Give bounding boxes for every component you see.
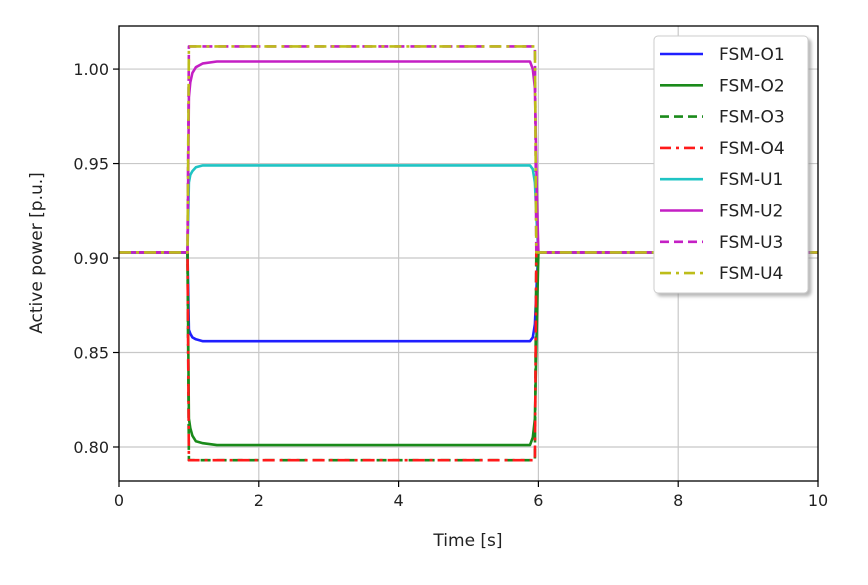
- y-tick-label: 0.95: [73, 155, 109, 174]
- x-tick-label: 10: [808, 491, 828, 510]
- x-tick-label: 4: [394, 491, 404, 510]
- legend-label: FSM-O4: [719, 139, 785, 159]
- legend-label: FSM-U3: [719, 233, 783, 253]
- ticks: 0 2 4 6 8 10 0.80 0.85 0.90 0.95 1.00: [73, 60, 828, 510]
- x-tick-label: 6: [533, 491, 543, 510]
- y-tick-label: 1.00: [73, 60, 109, 79]
- plot-frame: [118, 25, 819, 482]
- y-tick-label: 0.90: [73, 249, 109, 268]
- series-line-fsm-u4: [119, 45, 818, 254]
- legend-box: [653, 35, 809, 294]
- y-tick-label: 0.80: [73, 438, 109, 457]
- x-tick-label: 8: [673, 491, 683, 510]
- legend-label: FSM-U4: [719, 264, 783, 284]
- legend-label: FSM-U1: [719, 170, 783, 190]
- legend-label: FSM-O3: [719, 108, 785, 128]
- y-tick-label: 0.85: [73, 344, 109, 363]
- legend-label: FSM-O1: [719, 45, 785, 65]
- legend-label: FSM-U2: [719, 202, 783, 222]
- y-axis-label: Active power [p.u.]: [27, 172, 47, 334]
- x-axis-label: Time [s]: [432, 531, 502, 551]
- x-tick-label: 2: [254, 491, 264, 510]
- x-tick-label: 0: [114, 491, 124, 510]
- legend-label: FSM-O2: [719, 76, 785, 96]
- series-lines: [119, 45, 818, 462]
- legend: FSM-O1 FSM-O2 FSM-O3 FSM-O4 FSM-U1 FSM-U2 FSM-…: [653, 35, 809, 294]
